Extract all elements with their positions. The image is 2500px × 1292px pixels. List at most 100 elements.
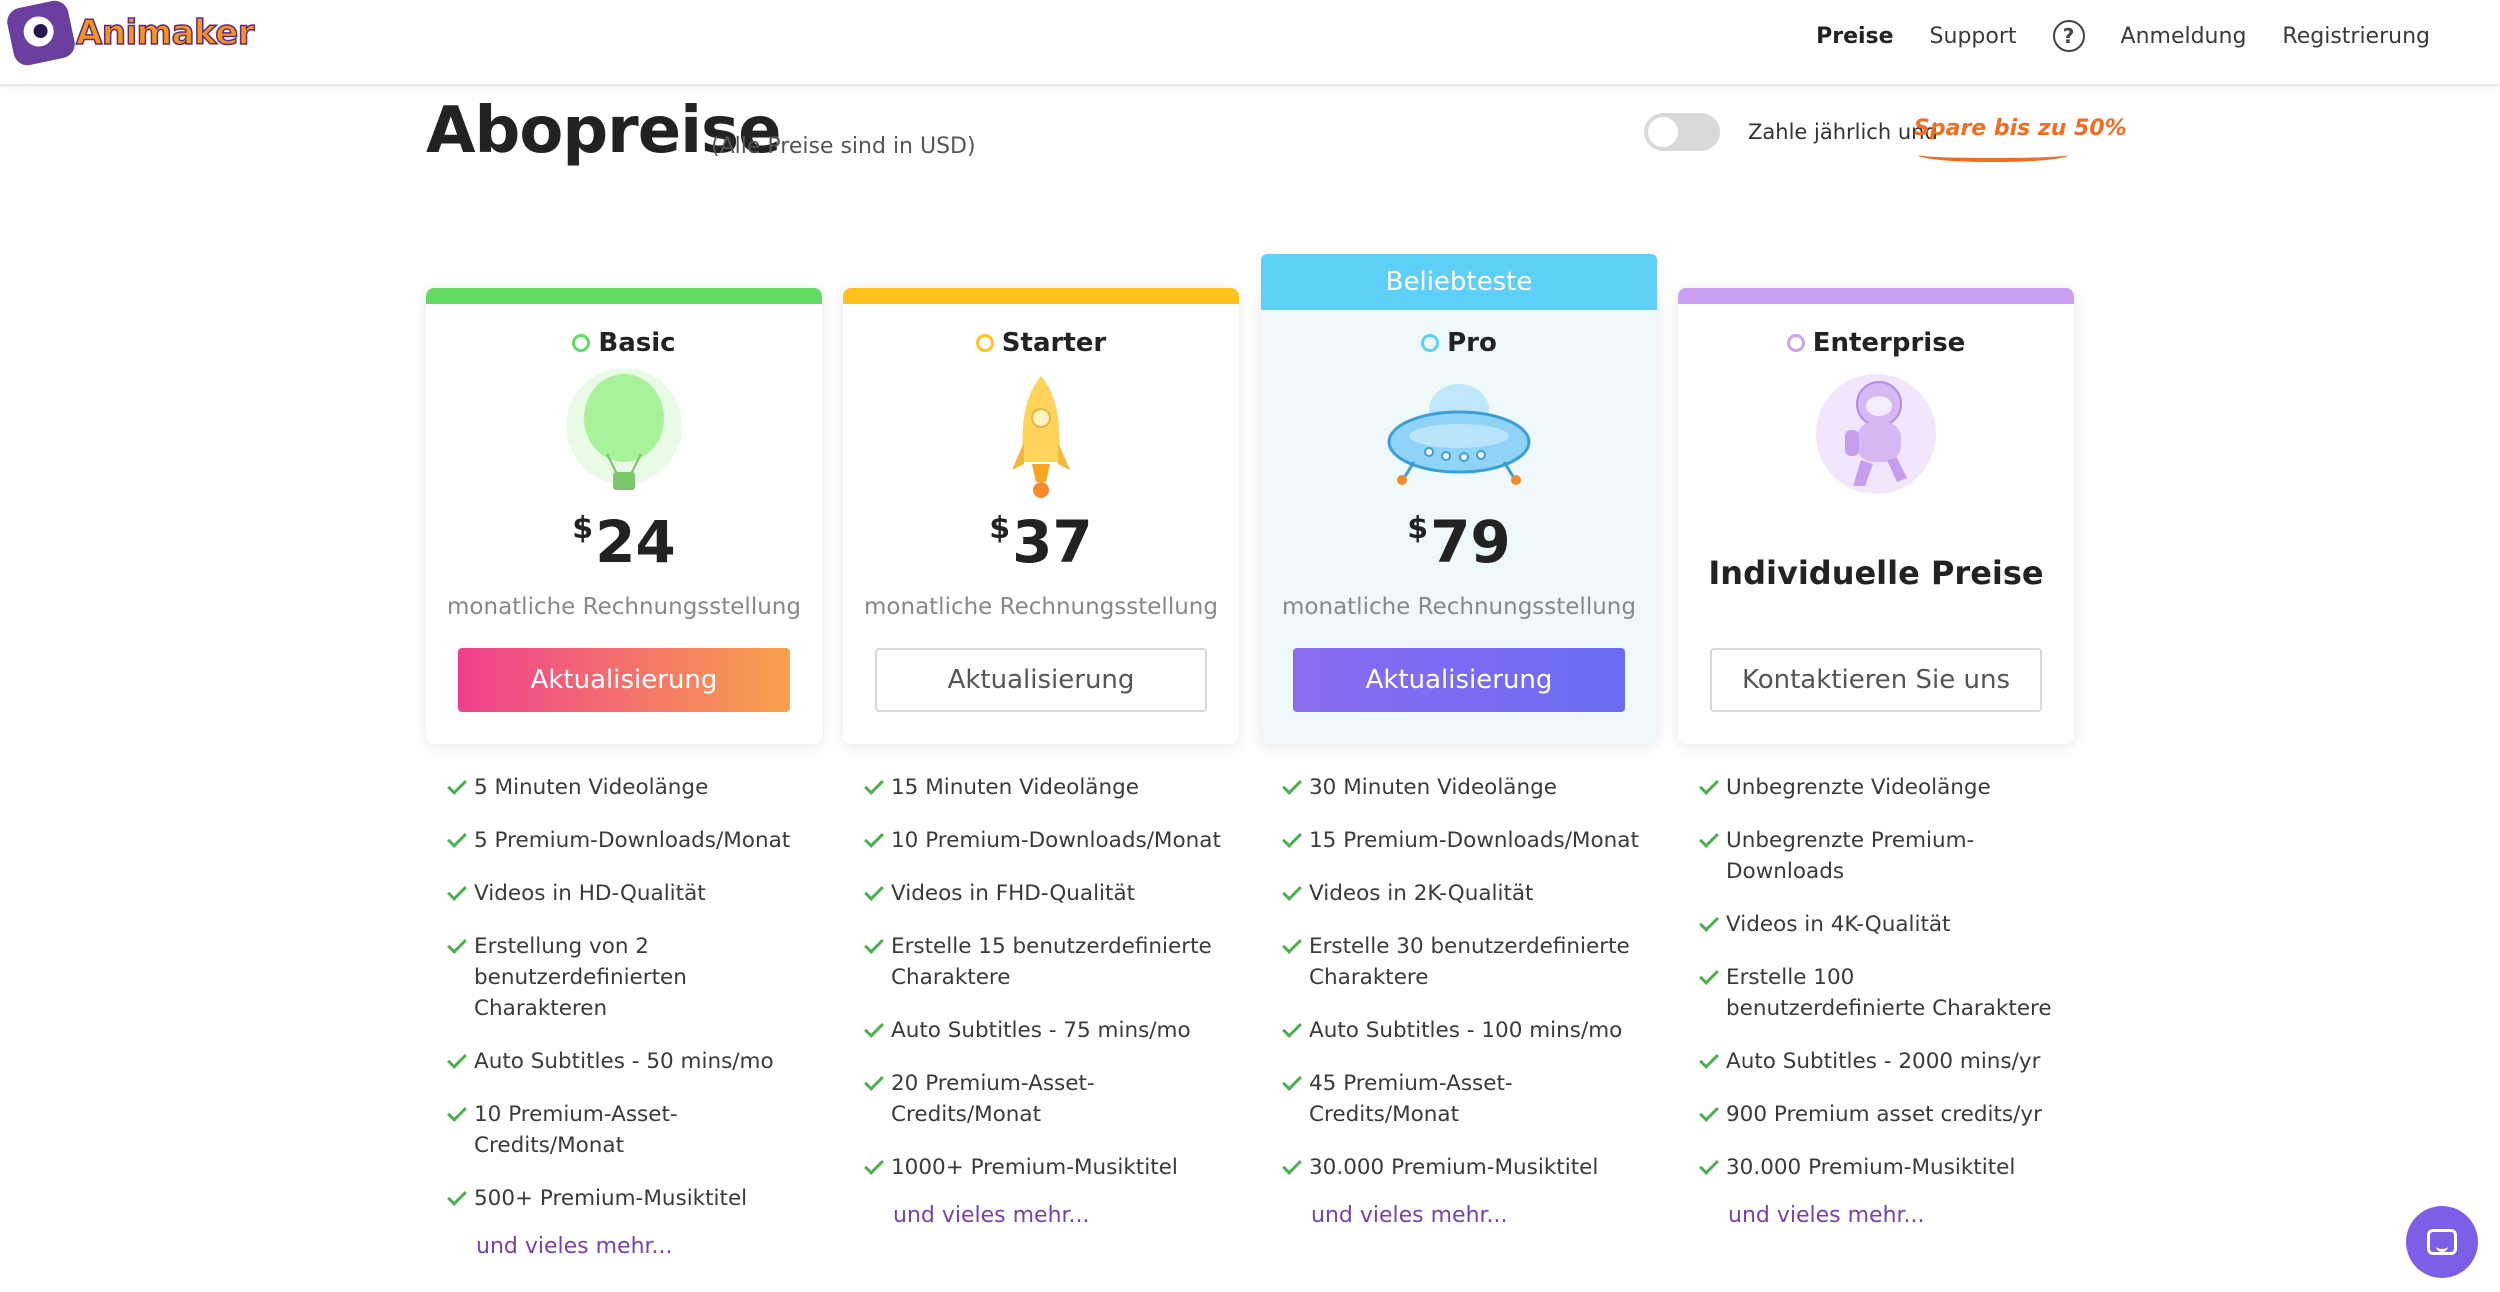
check-icon	[1699, 828, 1719, 848]
feature-item: Erstelle 30 benutzerdefinierte Charakter…	[1282, 931, 1641, 993]
check-icon	[447, 934, 467, 954]
feature-item: Auto Subtitles - 100 mins/mo	[1282, 1015, 1641, 1046]
feature-item: 5 Premium-Downloads/Monat	[447, 825, 806, 856]
feature-list: Unbegrenzte Videolänge Unbegrenzte Premi…	[1678, 772, 2074, 1183]
plan-starter: Starter $37 monatliche Rechnungsstellung…	[843, 288, 1239, 1228]
plan-dot-icon	[1421, 334, 1440, 352]
billing-period: monatliche Rechnungsstellung	[1282, 594, 1636, 620]
help-icon[interactable]: ?	[2052, 20, 2085, 52]
annual-billing-toggle[interactable]	[1644, 113, 1720, 151]
plan-name: Pro	[1261, 328, 1657, 358]
nav-pricing-link[interactable]: Preise	[1816, 23, 1894, 49]
logo-text: Animaker	[75, 12, 255, 54]
feature-item: 30 Minuten Videolänge	[1282, 772, 1641, 803]
plan-name: Basic	[426, 328, 822, 358]
feature-item: 10 Premium-Asset-Credits/Monat	[447, 1099, 806, 1161]
toggle-knob	[1648, 117, 1678, 147]
check-icon	[447, 775, 467, 795]
nav-register-link[interactable]: Registrierung	[2282, 23, 2430, 49]
feature-list: 5 Minuten Videolänge 5 Premium-Downloads…	[426, 772, 822, 1214]
currency-symbol: $	[989, 511, 1011, 546]
plan-name-text: Starter	[1001, 328, 1107, 358]
upgrade-pro-button[interactable]: Aktualisierung	[1293, 648, 1625, 712]
check-icon	[864, 881, 884, 901]
plan-name: Starter	[843, 328, 1239, 358]
feature-item: 20 Premium-Asset-Credits/Monat	[864, 1068, 1223, 1130]
check-icon	[447, 828, 467, 848]
plan-price: $37	[843, 508, 1239, 576]
plan-basic: Basic $24 monatliche Rechnungsstellung A…	[426, 288, 822, 1259]
feature-item: 500+ Premium-Musiktitel	[447, 1183, 806, 1214]
page-title: Abopreise	[426, 94, 782, 168]
animaker-logo[interactable]: Animaker	[4, 0, 255, 68]
plan-enterprise: Enterprise Individuelle Preise Kontaktie…	[1678, 288, 2074, 1228]
plan-dot-icon	[1786, 334, 1805, 352]
upgrade-starter-button[interactable]: Aktualisierung	[875, 648, 1207, 712]
balloon-icon	[566, 368, 682, 490]
check-icon	[447, 1049, 467, 1069]
feature-item: Unbegrenzte Premium-Downloads	[1699, 825, 2058, 887]
feature-item: Auto Subtitles - 75 mins/mo	[864, 1015, 1223, 1046]
annual-billing-label: Zahle jährlich und	[1748, 120, 1938, 144]
save-underline-swoosh	[1918, 148, 2068, 162]
check-icon	[447, 1186, 467, 1206]
plan-card: Starter $37 monatliche Rechnungsstellung…	[843, 288, 1239, 744]
check-icon	[1699, 1155, 1719, 1175]
currency-symbol: $	[572, 511, 594, 546]
nav-support-link[interactable]: Support	[1929, 23, 2017, 49]
feature-item: Videos in 4K-Qualität	[1699, 909, 2058, 940]
feature-item: 900 Premium asset credits/yr	[1699, 1099, 2058, 1130]
ufo-icon	[1387, 384, 1531, 485]
check-icon	[1699, 912, 1719, 932]
feature-item: 5 Minuten Videolänge	[447, 772, 806, 803]
feature-item: Videos in HD-Qualität	[447, 878, 806, 909]
feature-item: 1000+ Premium-Musiktitel	[864, 1152, 1223, 1183]
plan-name-text: Pro	[1447, 328, 1497, 358]
plan-color-bar	[1678, 288, 2074, 304]
contact-sales-button[interactable]: Kontaktieren Sie uns	[1710, 648, 2042, 712]
feature-list: 30 Minuten Videolänge 15 Premium-Downloa…	[1261, 772, 1657, 1183]
check-icon	[864, 934, 884, 954]
currency-symbol: $	[1407, 511, 1429, 546]
feature-item: Auto Subtitles - 50 mins/mo	[447, 1046, 806, 1077]
feature-item: Erstelle 15 benutzerdefinierte Charakter…	[864, 931, 1223, 993]
plan-card: Enterprise Individuelle Preise Kontaktie…	[1678, 288, 2074, 744]
price-value: 79	[1430, 508, 1511, 576]
price-value: 37	[1012, 508, 1093, 576]
check-icon	[864, 775, 884, 795]
check-icon	[1282, 934, 1302, 954]
more-features-link[interactable]: und vieles mehr...	[893, 1203, 1090, 1228]
check-icon	[1282, 1155, 1302, 1175]
check-icon	[864, 1071, 884, 1091]
plan-name-text: Basic	[598, 328, 676, 358]
feature-item: Erstelle 100 benutzerdefinierte Charakte…	[1699, 962, 2058, 1024]
plan-dot-icon	[975, 334, 994, 352]
save-badge: Spare bis zu 50%	[1914, 116, 2127, 141]
check-icon	[864, 828, 884, 848]
feature-item: Videos in FHD-Qualität	[864, 878, 1223, 909]
feature-item: Videos in 2K-Qualität	[1282, 878, 1641, 909]
more-features-link[interactable]: und vieles mehr...	[476, 1234, 673, 1259]
feature-item: 30.000 Premium-Musiktitel	[1282, 1152, 1641, 1183]
more-features-link[interactable]: und vieles mehr...	[1728, 1203, 1925, 1228]
nav-login-link[interactable]: Anmeldung	[2120, 23, 2247, 49]
billing-period: monatliche Rechnungsstellung	[864, 594, 1218, 620]
plan-name: Enterprise	[1678, 328, 2074, 358]
price-value: 24	[595, 508, 676, 576]
plan-card: Beliebteste Pro $79 monatliche Rechnungs…	[1261, 254, 1657, 744]
plan-color-bar	[843, 288, 1239, 304]
feature-item: Unbegrenzte Videolänge	[1699, 772, 2058, 803]
custom-price-label: Individuelle Preise	[1708, 554, 2044, 592]
plan-dot-icon	[572, 334, 591, 352]
check-icon	[447, 881, 467, 901]
check-icon	[1699, 1102, 1719, 1122]
more-features-link[interactable]: und vieles mehr...	[1311, 1203, 1508, 1228]
feature-list: 15 Minuten Videolänge 10 Premium-Downloa…	[843, 772, 1239, 1183]
check-icon	[1699, 1049, 1719, 1069]
plan-color-bar	[426, 288, 822, 304]
check-icon	[1699, 775, 1719, 795]
feature-item: Erstellung von 2 benutzerdefinierten Cha…	[447, 931, 806, 1024]
upgrade-basic-button[interactable]: Aktualisierung	[458, 648, 790, 712]
chat-launcher-button[interactable]	[2406, 1206, 2478, 1278]
check-icon	[447, 1102, 467, 1122]
